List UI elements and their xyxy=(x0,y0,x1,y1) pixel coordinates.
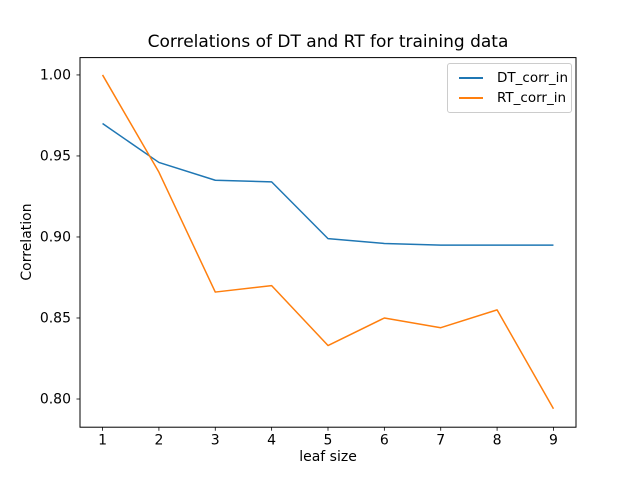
y-tick-label: 0.90 xyxy=(40,229,71,245)
y-tick-label: 0.80 xyxy=(40,392,71,408)
x-tick-label: 1 xyxy=(98,433,107,449)
x-tick-label: 2 xyxy=(154,433,163,449)
x-axis-label: leaf size xyxy=(299,449,357,465)
chart-title: Correlations of DT and RT for training d… xyxy=(147,32,509,52)
x-tick-label: 8 xyxy=(493,433,502,449)
legend-line-sample-rt xyxy=(459,96,483,99)
axes-frame xyxy=(79,57,577,428)
series-line-DT_corr_in xyxy=(102,122,554,246)
x-tick-label: 5 xyxy=(324,433,333,449)
legend-entry: DT_corr_in xyxy=(456,70,568,86)
y-tick-label: 0.85 xyxy=(40,310,71,326)
legend: DT_corr_in RT_corr_in xyxy=(447,63,572,113)
legend-label-dt: DT_corr_in xyxy=(497,70,568,87)
y-tick-label: 0.95 xyxy=(40,148,71,164)
x-tick-label: 3 xyxy=(211,433,220,449)
x-tick-label: 4 xyxy=(267,433,276,449)
y-tick-label: 1.00 xyxy=(40,67,71,83)
x-tick-label: 9 xyxy=(549,433,558,449)
legend-entry: RT_corr_in xyxy=(456,89,566,106)
series-line-RT_corr_in xyxy=(101,74,555,410)
legend-label-rt: RT_corr_in xyxy=(497,89,566,106)
x-tick-label: 7 xyxy=(436,433,445,449)
x-tick-label: 6 xyxy=(380,433,389,449)
legend-line-sample-dt xyxy=(459,77,483,80)
